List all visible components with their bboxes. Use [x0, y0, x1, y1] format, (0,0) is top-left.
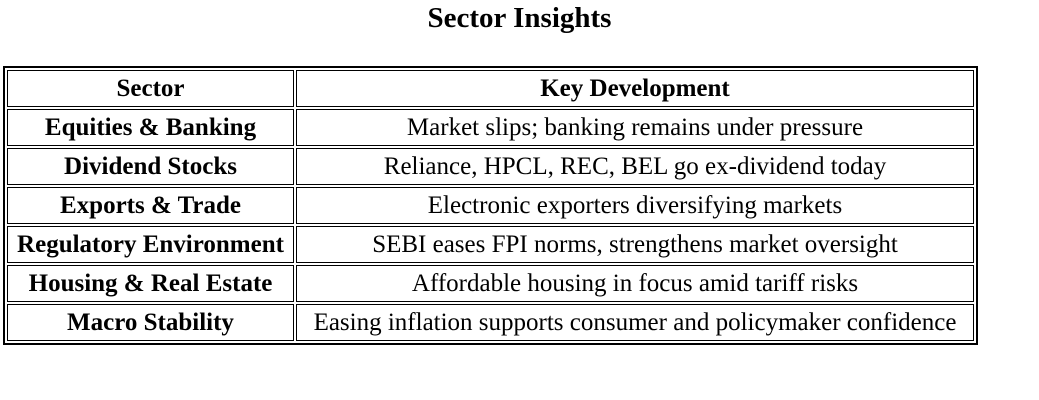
sector-cell: Dividend Stocks — [7, 148, 294, 185]
development-cell: Market slips; banking remains under pres… — [296, 109, 974, 146]
development-cell: Reliance, HPCL, REC, BEL go ex-dividend … — [296, 148, 974, 185]
sector-cell: Housing & Real Estate — [7, 265, 294, 302]
development-cell: Easing inflation supports consumer and p… — [296, 304, 974, 341]
table-row: Equities & Banking Market slips; banking… — [7, 109, 974, 146]
page-title: Sector Insights — [427, 2, 612, 34]
table-row: Dividend Stocks Reliance, HPCL, REC, BEL… — [7, 148, 974, 185]
column-header-sector: Sector — [7, 70, 294, 107]
development-cell: Electronic exporters diversifying market… — [296, 187, 974, 224]
sector-insights-table: Sector Key Development Equities & Bankin… — [3, 66, 978, 345]
sector-cell: Macro Stability — [7, 304, 294, 341]
sector-cell: Equities & Banking — [7, 109, 294, 146]
table-row: Macro Stability Easing inflation support… — [7, 304, 974, 341]
development-cell: Affordable housing in focus amid tariff … — [296, 265, 974, 302]
table-row: Regulatory Environment SEBI eases FPI no… — [7, 226, 974, 263]
table-row: Exports & Trade Electronic exporters div… — [7, 187, 974, 224]
table-row: Housing & Real Estate Affordable housing… — [7, 265, 974, 302]
sector-cell: Exports & Trade — [7, 187, 294, 224]
column-header-key-development: Key Development — [296, 70, 974, 107]
header-row: Sector Key Development — [7, 70, 974, 107]
sector-cell: Regulatory Environment — [7, 226, 294, 263]
development-cell: SEBI eases FPI norms, strengthens market… — [296, 226, 974, 263]
